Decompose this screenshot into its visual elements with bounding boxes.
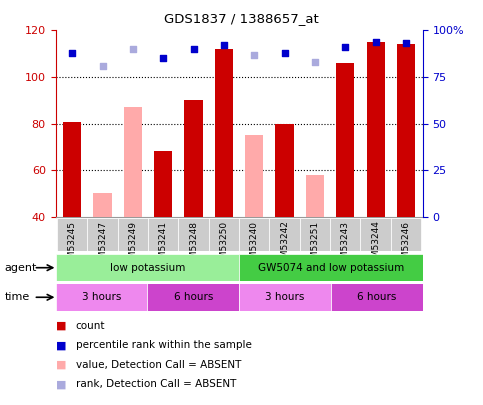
Bar [178,218,209,251]
Point [69,49,76,56]
Text: low potassium: low potassium [110,263,185,273]
Bar [87,218,118,251]
Point [99,62,106,69]
Point [159,55,167,62]
Point [220,42,228,49]
Point [129,46,137,52]
Bar [360,218,391,251]
Point [281,49,288,56]
Bar [154,151,172,217]
Text: GW5074 and low potassium: GW5074 and low potassium [258,263,404,273]
Text: ■: ■ [56,341,66,350]
Text: 3 hours: 3 hours [265,292,305,302]
Point [250,51,258,58]
Text: percentile rank within the sample: percentile rank within the sample [76,341,252,350]
Bar [367,42,384,217]
Text: ■: ■ [56,379,66,389]
Text: GSM53251: GSM53251 [311,221,319,270]
Text: ■: ■ [56,360,66,370]
Text: GSM53240: GSM53240 [250,221,259,270]
Text: GSM53244: GSM53244 [371,221,380,269]
Text: GDS1837 / 1388657_at: GDS1837 / 1388657_at [164,12,319,25]
Bar [209,218,239,251]
Point [190,46,198,52]
Text: GSM53242: GSM53242 [280,221,289,269]
Bar [245,135,263,217]
Bar [94,194,112,217]
Bar [148,218,178,251]
Point [341,44,349,50]
Bar [275,124,294,217]
Bar [270,218,300,251]
Text: GSM53241: GSM53241 [159,221,168,270]
Text: GSM53247: GSM53247 [98,221,107,270]
Bar [330,218,360,251]
Bar [57,218,87,251]
Point [372,38,380,45]
Text: GSM53246: GSM53246 [401,221,411,270]
Bar [63,122,81,217]
Bar [397,44,415,217]
Bar [56,254,239,281]
Bar [239,254,423,281]
Text: ■: ■ [56,321,66,331]
Bar [391,218,421,251]
Text: GSM53248: GSM53248 [189,221,198,270]
Text: count: count [76,321,105,331]
Text: GSM53245: GSM53245 [68,221,77,270]
Bar [147,284,239,311]
Text: time: time [5,292,30,302]
Text: agent: agent [5,263,37,273]
Text: 6 hours: 6 hours [357,292,397,302]
Text: rank, Detection Call = ABSENT: rank, Detection Call = ABSENT [76,379,236,389]
Bar [300,218,330,251]
Bar [239,284,331,311]
Text: GSM53250: GSM53250 [219,221,228,270]
Text: GSM53243: GSM53243 [341,221,350,270]
Bar [239,218,270,251]
Bar [118,218,148,251]
Bar [185,100,203,217]
Text: 6 hours: 6 hours [173,292,213,302]
Bar [336,63,355,217]
Point [402,40,410,47]
Bar [56,284,147,311]
Point [311,59,319,65]
Bar [306,175,324,217]
Text: 3 hours: 3 hours [82,292,121,302]
Text: value, Detection Call = ABSENT: value, Detection Call = ABSENT [76,360,241,370]
Bar [215,49,233,217]
Bar [331,284,423,311]
Text: GSM53249: GSM53249 [128,221,137,270]
Bar [124,107,142,217]
